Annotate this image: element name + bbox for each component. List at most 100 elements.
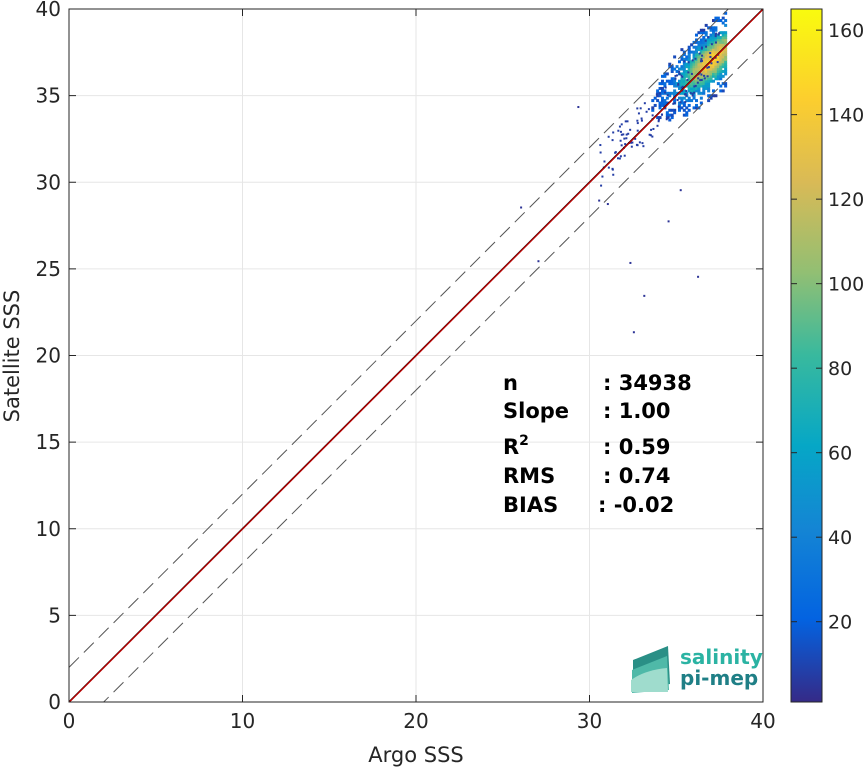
- colorbar-tick-label: 120: [828, 189, 864, 211]
- density-cell: [724, 82, 728, 86]
- density-cell: [673, 94, 677, 98]
- density-cell: [714, 53, 718, 57]
- density-cell: [685, 90, 688, 93]
- density-cell: [699, 82, 703, 86]
- density-cell: [660, 99, 664, 103]
- density-cell: [724, 40, 728, 44]
- density-cell: [714, 38, 718, 42]
- density-cell: [692, 62, 696, 66]
- density-cell: [721, 65, 725, 69]
- density-cell: [721, 38, 725, 42]
- density-cell: [714, 33, 717, 36]
- y-tick-label: 40: [36, 0, 61, 21]
- density-cell: [685, 99, 689, 103]
- density-cell: [663, 99, 667, 103]
- logo-text-salinity: salinity: [680, 645, 763, 669]
- density-cell: [624, 143, 627, 146]
- density-cell: [612, 131, 615, 134]
- density-cell: [694, 62, 698, 66]
- stat-label: RMS: [503, 464, 555, 488]
- density-cell: [704, 40, 708, 44]
- density-cell: [714, 67, 718, 71]
- density-cell: [663, 72, 667, 76]
- density-cell: [707, 40, 711, 44]
- stat-value: : 34938: [603, 371, 692, 395]
- density-cell: [694, 48, 698, 52]
- density-cell: [650, 128, 653, 131]
- density-cell: [699, 101, 703, 105]
- density-cell: [721, 33, 725, 37]
- density-cell: [721, 53, 725, 57]
- density-cell: [721, 55, 725, 59]
- axis-ticks: 0 10 20 30 40 0 5 10 15 20 25 30 35 40: [36, 0, 776, 733]
- density-cell: [636, 122, 639, 125]
- density-cell: [707, 36, 710, 39]
- density-cell: [707, 99, 711, 103]
- density-cell: [687, 57, 691, 61]
- density-cell: [711, 43, 715, 47]
- density-cell: [721, 16, 725, 20]
- density-cell: [707, 79, 711, 83]
- density-cell: [682, 96, 686, 100]
- density-cell: [697, 86, 701, 90]
- density-cell: [709, 45, 713, 49]
- density-cell: [704, 74, 708, 78]
- density-cell: [702, 65, 706, 69]
- density-cell: [600, 184, 603, 187]
- density-cell: [711, 33, 715, 37]
- density-cell: [680, 86, 683, 89]
- density-cell: [680, 77, 684, 81]
- density-cell: [711, 40, 715, 44]
- density-cell: [709, 28, 713, 32]
- density-cell: [699, 31, 703, 35]
- density-cell: [668, 65, 672, 69]
- density-cell: [699, 55, 703, 59]
- density-cell: [660, 82, 664, 86]
- density-cell: [711, 28, 715, 32]
- density-cell: [692, 106, 696, 110]
- density-cell: [673, 67, 677, 71]
- density-cell: [665, 113, 669, 117]
- density-cell: [660, 79, 664, 83]
- density-cell: [680, 79, 684, 83]
- density-cell: [724, 43, 728, 47]
- outlier-point: [632, 331, 635, 334]
- density-cell: [711, 31, 715, 35]
- density-cell: [677, 86, 681, 90]
- density-cell: [721, 43, 725, 47]
- density-cell: [682, 82, 686, 86]
- density-cell: [724, 53, 728, 57]
- density-cell: [694, 82, 698, 86]
- density-cell: [674, 74, 677, 77]
- density-cell: [620, 123, 623, 126]
- density-cell: [677, 108, 681, 112]
- colorbar-tick-label: 20: [828, 612, 852, 634]
- density-cell: [716, 50, 720, 54]
- density-cell: [675, 91, 679, 95]
- density-cell: [676, 99, 679, 102]
- density-cell: [642, 145, 645, 148]
- density-cell: [690, 72, 693, 75]
- density-cell: [690, 60, 694, 64]
- density-cell: [670, 69, 674, 73]
- density-cell: [716, 38, 720, 42]
- density-cell: [687, 55, 691, 59]
- density-cell: [704, 82, 708, 86]
- density-cell: [724, 23, 728, 27]
- density-cell: [707, 72, 711, 76]
- density-cell: [714, 94, 718, 98]
- density-cell: [709, 53, 713, 57]
- density-cell: [665, 72, 669, 76]
- density-cell: [709, 55, 712, 58]
- density-cell: [640, 119, 643, 122]
- density-cell: [691, 92, 694, 95]
- density-cell: [680, 82, 684, 86]
- density-cell: [716, 82, 720, 86]
- density-cell: [721, 89, 725, 93]
- density-cell: [692, 67, 696, 71]
- density-cell: [724, 67, 728, 71]
- density-cell: [719, 36, 723, 40]
- density-cell: [724, 33, 728, 37]
- density-cell: [685, 55, 689, 59]
- density-cell: [701, 54, 704, 57]
